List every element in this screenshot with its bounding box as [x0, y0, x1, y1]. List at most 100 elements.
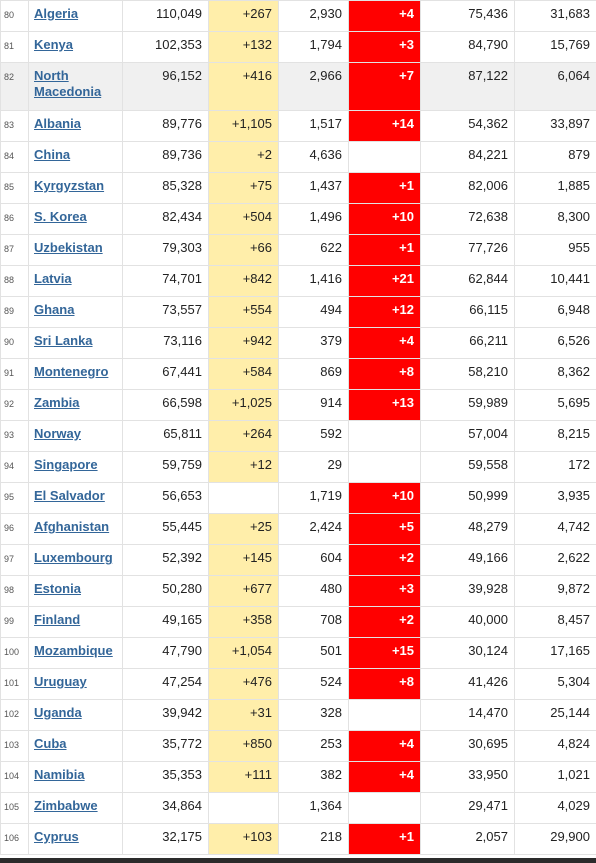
recovered-cell: 29,471 [420, 792, 515, 824]
rank-cell: 95 [0, 482, 29, 514]
new-deaths-cell: +1 [348, 823, 421, 855]
country-cell: Algeria [28, 0, 123, 32]
country-cell: Norway [28, 420, 123, 452]
country-cell: China [28, 141, 123, 173]
country-link[interactable]: Albania [34, 116, 81, 131]
active-cell: 17,165 [514, 637, 596, 669]
new-cases-cell [208, 482, 279, 514]
total-cell: 50,280 [122, 575, 209, 607]
country-link[interactable]: Mozambique [34, 643, 113, 658]
table-row: 83 Albania 89,776 +1,105 1,517 +14 54,362 33,89… [0, 110, 596, 142]
country-cell: Sri Lanka [28, 327, 123, 359]
country-link[interactable]: Algeria [34, 6, 79, 21]
total-cell: 35,353 [122, 761, 209, 793]
country-cell: Mozambique [28, 637, 123, 669]
country-cell: Cyprus [28, 823, 123, 855]
country-link[interactable]: Kenya [34, 37, 74, 52]
deaths-cell: 869 [278, 358, 349, 390]
country-link[interactable]: Kyrgyzstan [34, 178, 105, 193]
active-cell: 31,683 [514, 0, 596, 32]
new-cases-cell: +554 [208, 296, 279, 328]
active-cell: 8,457 [514, 606, 596, 638]
new-cases-cell: +584 [208, 358, 279, 390]
active-cell: 5,695 [514, 389, 596, 421]
table-row: 102 Uganda 39,942 +31 328 14,470 25,144 [0, 699, 596, 731]
rank-cell: 100 [0, 637, 29, 669]
country-link[interactable]: Norway [34, 426, 81, 441]
country-link[interactable]: Latvia [34, 271, 72, 286]
active-cell: 4,742 [514, 513, 596, 545]
country-link[interactable]: Uruguay [34, 674, 87, 689]
rank-cell: 92 [0, 389, 29, 421]
rank-cell: 83 [0, 110, 29, 142]
country-link[interactable]: North Macedonia [34, 68, 102, 99]
country-link[interactable]: Afghanistan [34, 519, 110, 534]
country-link[interactable]: Luxembourg [34, 550, 113, 565]
table-row: 87 Uzbekistan 79,303 +66 622 +1 77,726 955 [0, 234, 596, 266]
country-link[interactable]: Zambia [34, 395, 80, 410]
new-deaths-cell [348, 141, 421, 173]
rank-cell: 90 [0, 327, 29, 359]
active-cell: 9,872 [514, 575, 596, 607]
new-deaths-cell [348, 420, 421, 452]
table-row: 94 Singapore 59,759 +12 29 59,558 172 [0, 451, 596, 483]
table-row: 88 Latvia 74,701 +842 1,416 +21 62,844 10,441 [0, 265, 596, 297]
rank-cell: 89 [0, 296, 29, 328]
country-link[interactable]: S. Korea [34, 209, 87, 224]
country-link[interactable]: Uzbekistan [34, 240, 103, 255]
country-link[interactable]: Finland [34, 612, 81, 627]
total-cell: 66,598 [122, 389, 209, 421]
recovered-cell: 14,470 [420, 699, 515, 731]
bottom-scroll-bar[interactable] [0, 858, 596, 863]
country-link[interactable]: Cyprus [34, 829, 79, 844]
country-link[interactable]: Singapore [34, 457, 98, 472]
rank-cell: 104 [0, 761, 29, 793]
country-link[interactable]: Ghana [34, 302, 75, 317]
table-row: 105 Zimbabwe 34,864 1,364 29,471 4,029 [0, 792, 596, 824]
table-row: 104 Namibia 35,353 +111 382 +4 33,950 1,021 [0, 761, 596, 793]
table-row: 91 Montenegro 67,441 +584 869 +8 58,210 8,362 [0, 358, 596, 390]
deaths-cell: 501 [278, 637, 349, 669]
deaths-cell: 2,424 [278, 513, 349, 545]
new-cases-cell: +12 [208, 451, 279, 483]
deaths-cell: 328 [278, 699, 349, 731]
country-cell: Afghanistan [28, 513, 123, 545]
country-link[interactable]: Zimbabwe [34, 798, 98, 813]
country-link[interactable]: Namibia [34, 767, 85, 782]
active-cell: 8,300 [514, 203, 596, 235]
country-link[interactable]: Cuba [34, 736, 67, 751]
recovered-cell: 84,221 [420, 141, 515, 173]
new-deaths-cell: +3 [348, 575, 421, 607]
deaths-cell: 1,794 [278, 31, 349, 63]
table-row: 93 Norway 65,811 +264 592 57,004 8,215 [0, 420, 596, 452]
new-deaths-cell: +1 [348, 172, 421, 204]
country-cell: Uruguay [28, 668, 123, 700]
country-link[interactable]: Uganda [34, 705, 82, 720]
rank-cell: 97 [0, 544, 29, 576]
recovered-cell: 77,726 [420, 234, 515, 266]
new-deaths-cell: +21 [348, 265, 421, 297]
deaths-cell: 29 [278, 451, 349, 483]
country-link[interactable]: Estonia [34, 581, 81, 596]
rank-cell: 88 [0, 265, 29, 297]
rank-cell: 87 [0, 234, 29, 266]
new-cases-cell: +942 [208, 327, 279, 359]
country-cell: Cuba [28, 730, 123, 762]
recovered-cell: 33,950 [420, 761, 515, 793]
active-cell: 172 [514, 451, 596, 483]
country-link[interactable]: China [34, 147, 71, 162]
rank-cell: 86 [0, 203, 29, 235]
active-cell: 33,897 [514, 110, 596, 142]
country-link[interactable]: Sri Lanka [34, 333, 93, 348]
new-deaths-cell: +7 [348, 62, 421, 111]
country-cell: Montenegro [28, 358, 123, 390]
table-row: 90 Sri Lanka 73,116 +942 379 +4 66,211 6,526 [0, 327, 596, 359]
new-cases-cell: +111 [208, 761, 279, 793]
recovered-cell: 2,057 [420, 823, 515, 855]
new-deaths-cell: +4 [348, 0, 421, 32]
country-link[interactable]: El Salvador [34, 488, 105, 503]
total-cell: 56,653 [122, 482, 209, 514]
country-link[interactable]: Montenegro [34, 364, 109, 379]
country-cell: El Salvador [28, 482, 123, 514]
rank-cell: 93 [0, 420, 29, 452]
